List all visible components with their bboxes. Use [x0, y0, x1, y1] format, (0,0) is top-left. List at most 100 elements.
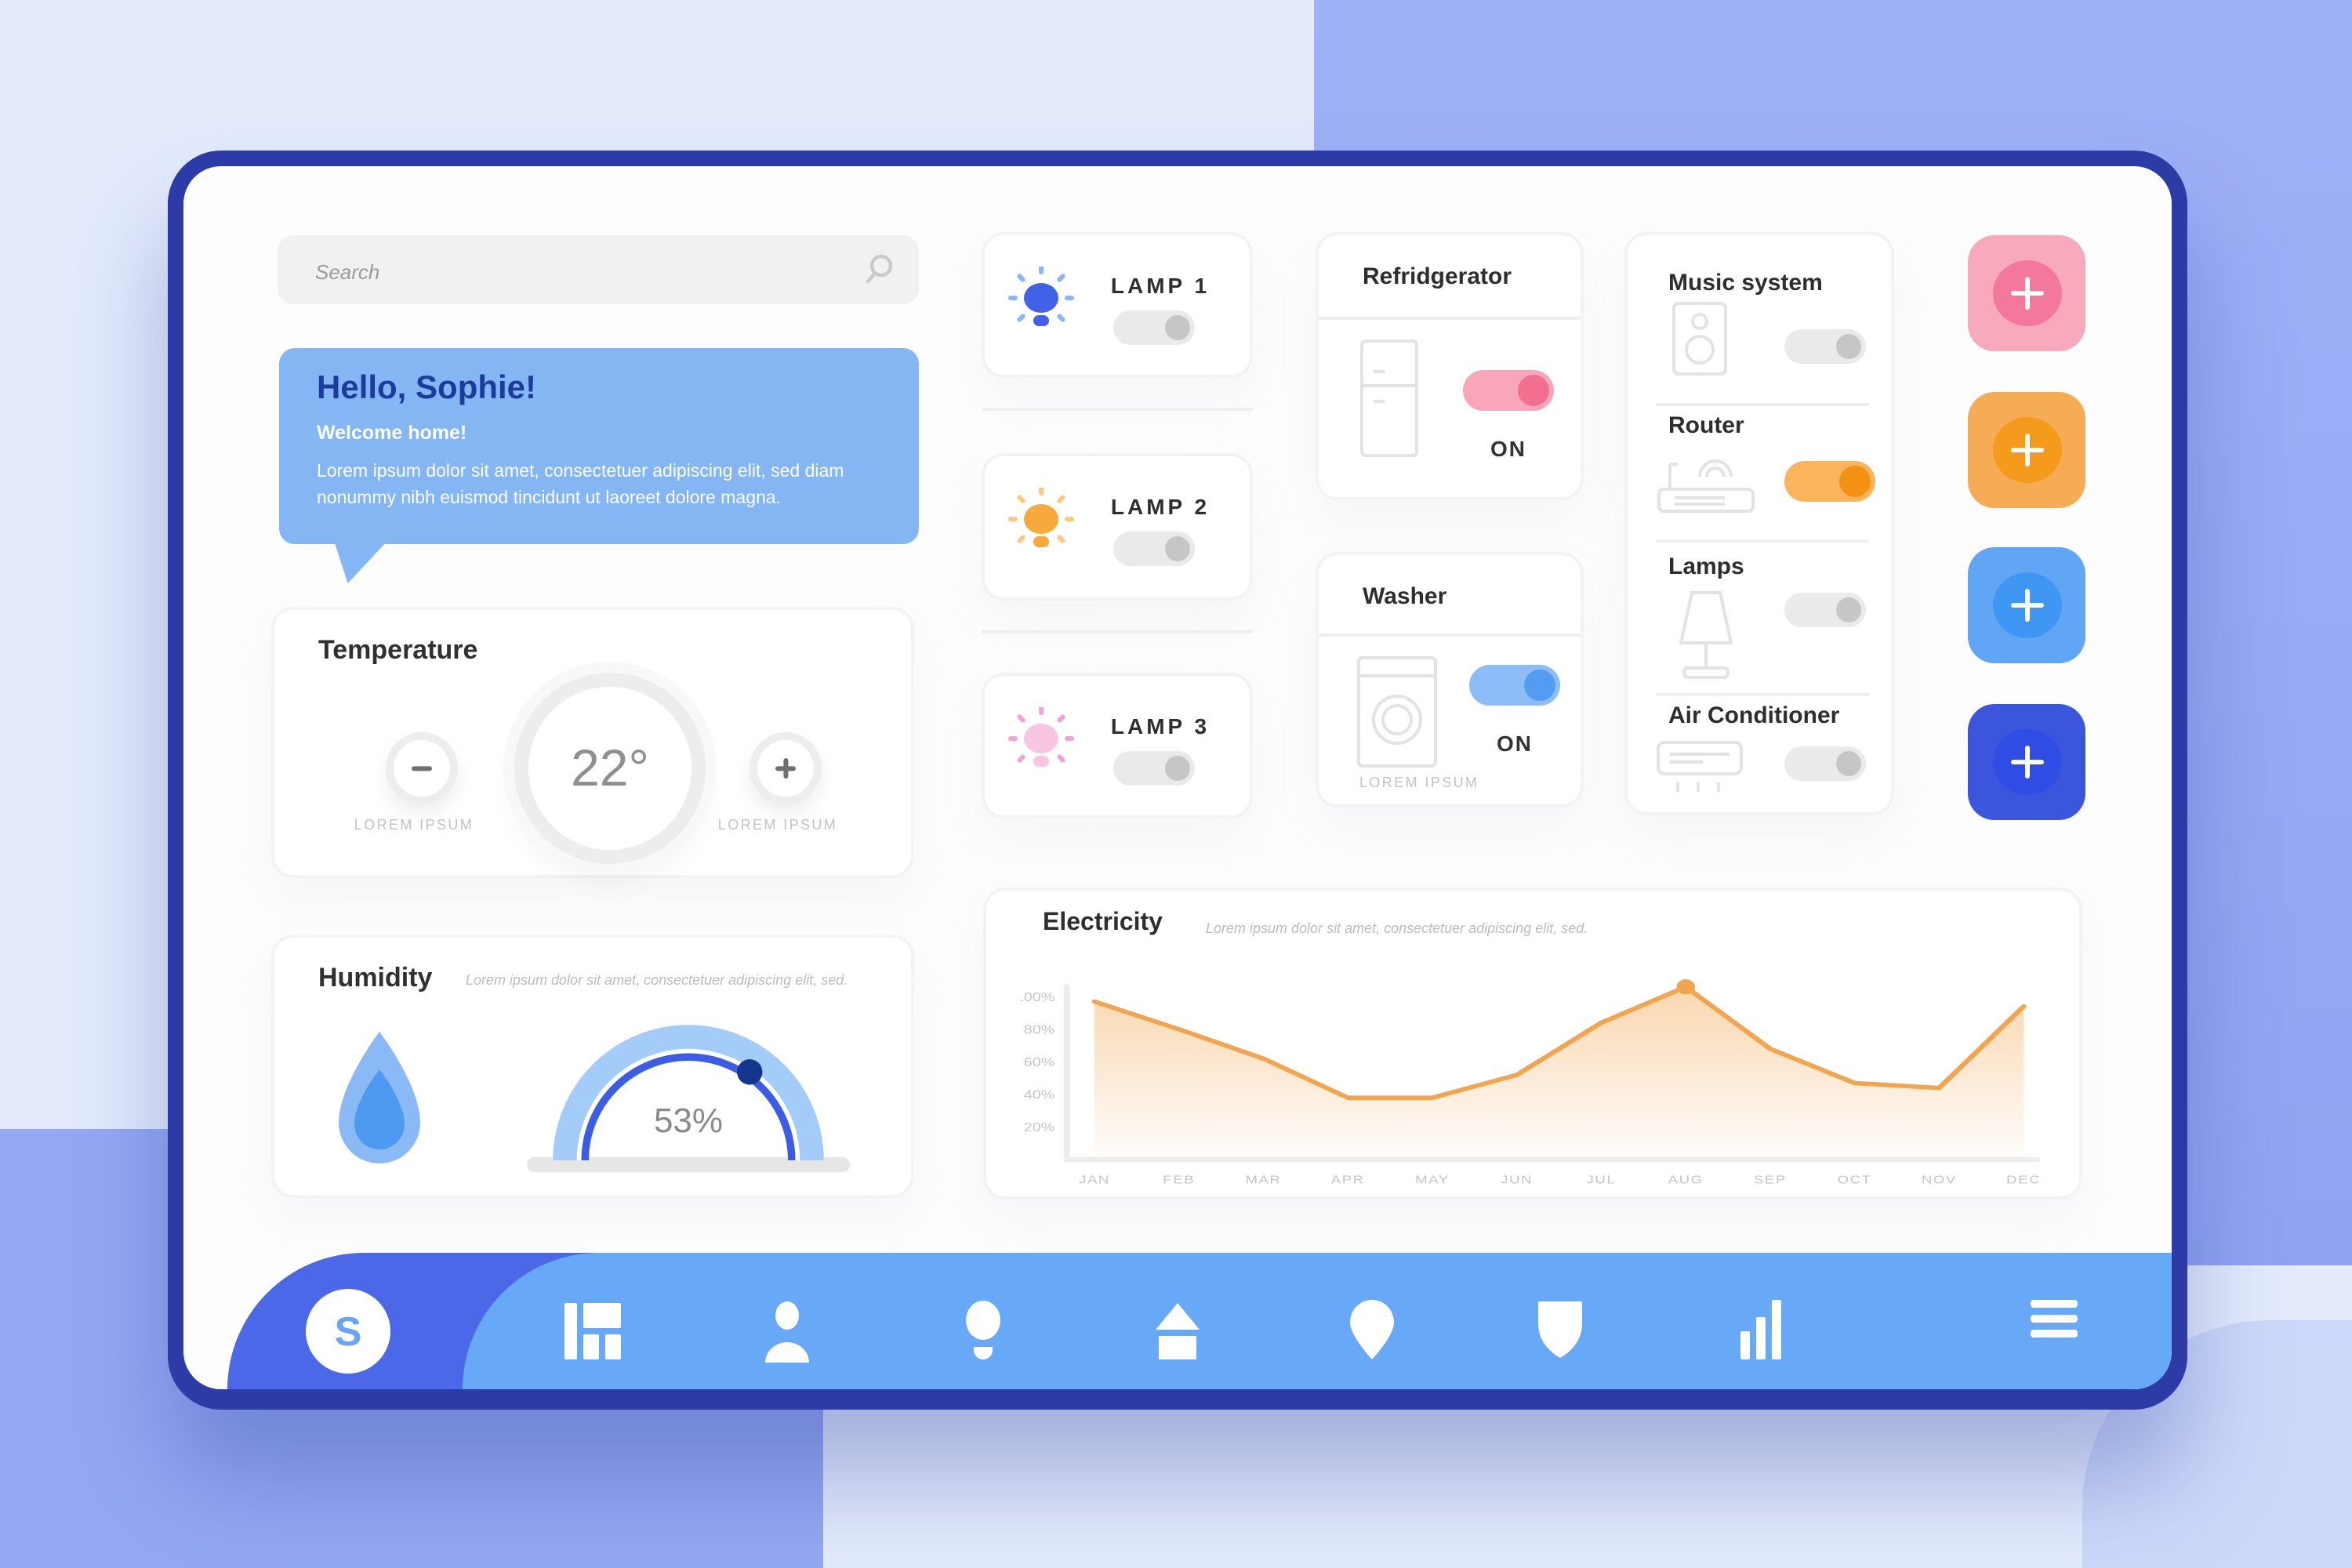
electricity-subtitle: Lorem ipsum dolor sit amet, consectetuer…	[1206, 920, 1588, 936]
add-device-pink-button[interactable]	[1968, 235, 2085, 351]
refrigerator-title: Refridgerator	[1363, 263, 1512, 290]
greeting-card: Hello, Sophie! Welcome home! Lorem ipsum…	[279, 348, 919, 544]
refrigerator-status: ON	[1490, 436, 1526, 461]
electricity-title: Electricity	[1043, 909, 1163, 936]
greeting-body: Lorem ipsum dolor sit amet, consectetuer…	[317, 463, 844, 508]
plus-icon	[1992, 260, 2061, 326]
lightbulb-icon	[1004, 265, 1079, 350]
add-device-blue-button[interactable]	[1968, 547, 2085, 663]
music-system-toggle[interactable]	[1784, 329, 1866, 364]
search-bar[interactable]	[278, 235, 919, 307]
lamp-1-toggle[interactable]	[1113, 310, 1195, 345]
washer-title: Washer	[1363, 583, 1447, 610]
svg-text:SEP: SEP	[1754, 1173, 1787, 1186]
temperature-card: Temperature 22° LOREM IPSUM LOREM IPSUM	[271, 607, 914, 878]
svg-text:NOV: NOV	[1922, 1173, 1957, 1186]
menu-hamburger-icon[interactable]	[2031, 1300, 2078, 1345]
toggle-knob	[1165, 536, 1190, 561]
svg-text:MAR: MAR	[1245, 1173, 1281, 1186]
dashboard-icon[interactable]	[563, 1300, 622, 1370]
washer-status: ON	[1497, 731, 1533, 756]
refrigerator-icon	[1359, 339, 1419, 466]
washer-icon	[1356, 655, 1438, 776]
search-input[interactable]	[312, 235, 836, 307]
tablet-frame: Hello, Sophie! Welcome home! Lorem ipsum…	[168, 151, 2187, 1410]
humidity-value: 53%	[653, 1101, 724, 1140]
svg-text:DEC: DEC	[2006, 1173, 2041, 1186]
add-device-royal-button[interactable]	[1968, 704, 2085, 820]
lamp-1-label: LAMP 1	[1110, 273, 1210, 298]
svg-text:80%: 80%	[1024, 1022, 1054, 1036]
device-music-label: Music system	[1668, 270, 1823, 296]
card-divider	[1319, 633, 1581, 637]
svg-text:20%: 20%	[1024, 1120, 1054, 1134]
svg-text:40%: 40%	[1024, 1087, 1054, 1102]
lightbulb-nav-icon[interactable]	[958, 1300, 1008, 1370]
toggle-knob	[1165, 315, 1190, 340]
lightbulb-icon	[1004, 486, 1079, 571]
air-conditioner-icon	[1656, 740, 1744, 804]
gauge-handle-dot	[737, 1059, 763, 1085]
minus-icon	[412, 766, 432, 771]
temperature-decrease-button[interactable]	[386, 732, 458, 804]
svg-text:AUG: AUG	[1668, 1173, 1704, 1186]
lamp-3-toggle[interactable]	[1113, 751, 1195, 786]
plus-icon	[1992, 417, 2061, 483]
lamp-divider	[982, 408, 1253, 411]
router-toggle[interactable]	[1784, 461, 1875, 502]
toggle-knob	[1836, 751, 1861, 776]
temperature-plus-caption: LOREM IPSUM	[717, 817, 838, 833]
svg-text:MAY: MAY	[1415, 1173, 1450, 1186]
shield-icon[interactable]	[1535, 1300, 1585, 1367]
lightbulb-icon	[1004, 706, 1079, 790]
refrigerator-toggle[interactable]	[1463, 370, 1554, 411]
app-logo-button[interactable]: S	[306, 1289, 390, 1374]
humidity-title: Humidity	[318, 963, 433, 993]
svg-text:APR: APR	[1331, 1173, 1365, 1186]
temperature-title: Temperature	[318, 635, 478, 665]
lamp-2-toggle[interactable]	[1113, 532, 1195, 566]
svg-text:JUN: JUN	[1501, 1173, 1533, 1186]
bulb-rays	[1008, 265, 1074, 322]
svg-text:JAN: JAN	[1079, 1173, 1110, 1186]
toggle-knob	[1518, 375, 1549, 406]
location-pin-icon[interactable]	[1348, 1300, 1396, 1367]
washer-caption: LOREM IPSUM	[1359, 775, 1479, 790]
lamp-divider	[982, 630, 1253, 633]
device-lamps-label: Lamps	[1668, 554, 1744, 580]
water-drop-icon	[332, 1025, 426, 1184]
toggle-knob	[1165, 756, 1190, 781]
lamp-3-label: LAMP 3	[1110, 713, 1210, 739]
add-device-orange-button[interactable]	[1968, 392, 2085, 508]
humidity-card: Humidity Lorem ipsum dolor sit amet, con…	[271, 935, 914, 1198]
temperature-increase-button[interactable]	[750, 732, 822, 804]
nav-bar	[463, 1253, 2172, 1389]
home-icon[interactable]	[1151, 1300, 1204, 1370]
svg-text:JUL: JUL	[1587, 1173, 1617, 1186]
lamps-toggle[interactable]	[1784, 593, 1866, 627]
temperature-value: 22°	[571, 739, 649, 797]
greeting-subtitle: Welcome home!	[317, 422, 467, 444]
toggle-knob	[1836, 597, 1861, 622]
greeting-title: Hello, Sophie!	[317, 370, 537, 406]
humidity-subtitle: Lorem ipsum dolor sit amet, consectetuer…	[466, 972, 848, 988]
device-router-label: Router	[1668, 412, 1744, 439]
toggle-knob	[1836, 334, 1861, 359]
humidity-gauge[interactable]	[524, 1010, 853, 1187]
profile-icon[interactable]	[762, 1300, 812, 1370]
temperature-dial[interactable]: 22°	[514, 673, 706, 864]
electricity-area-chart: 100% 80% 60% 40% 20% JAN FEB MAR APR MAY JUN JUL AUG…	[1021, 979, 2041, 1186]
stats-bars-icon[interactable]	[1740, 1300, 1784, 1367]
router-icon	[1656, 448, 1756, 522]
svg-text:OCT: OCT	[1838, 1173, 1872, 1186]
devices-panel: Music system Router	[1624, 232, 1894, 815]
electricity-card: Electricity Lorem ipsum dolor sit amet, …	[983, 887, 2082, 1200]
washer-toggle[interactable]	[1469, 665, 1560, 706]
svg-text:FEB: FEB	[1163, 1173, 1195, 1186]
panel-divider	[1656, 403, 1869, 406]
lamp-3-card: LAMP 3	[982, 673, 1253, 818]
bulb-rays	[1008, 706, 1074, 763]
washer-card: Washer ON LOREM IPSUM	[1316, 552, 1584, 808]
air-conditioner-toggle[interactable]	[1784, 746, 1866, 781]
